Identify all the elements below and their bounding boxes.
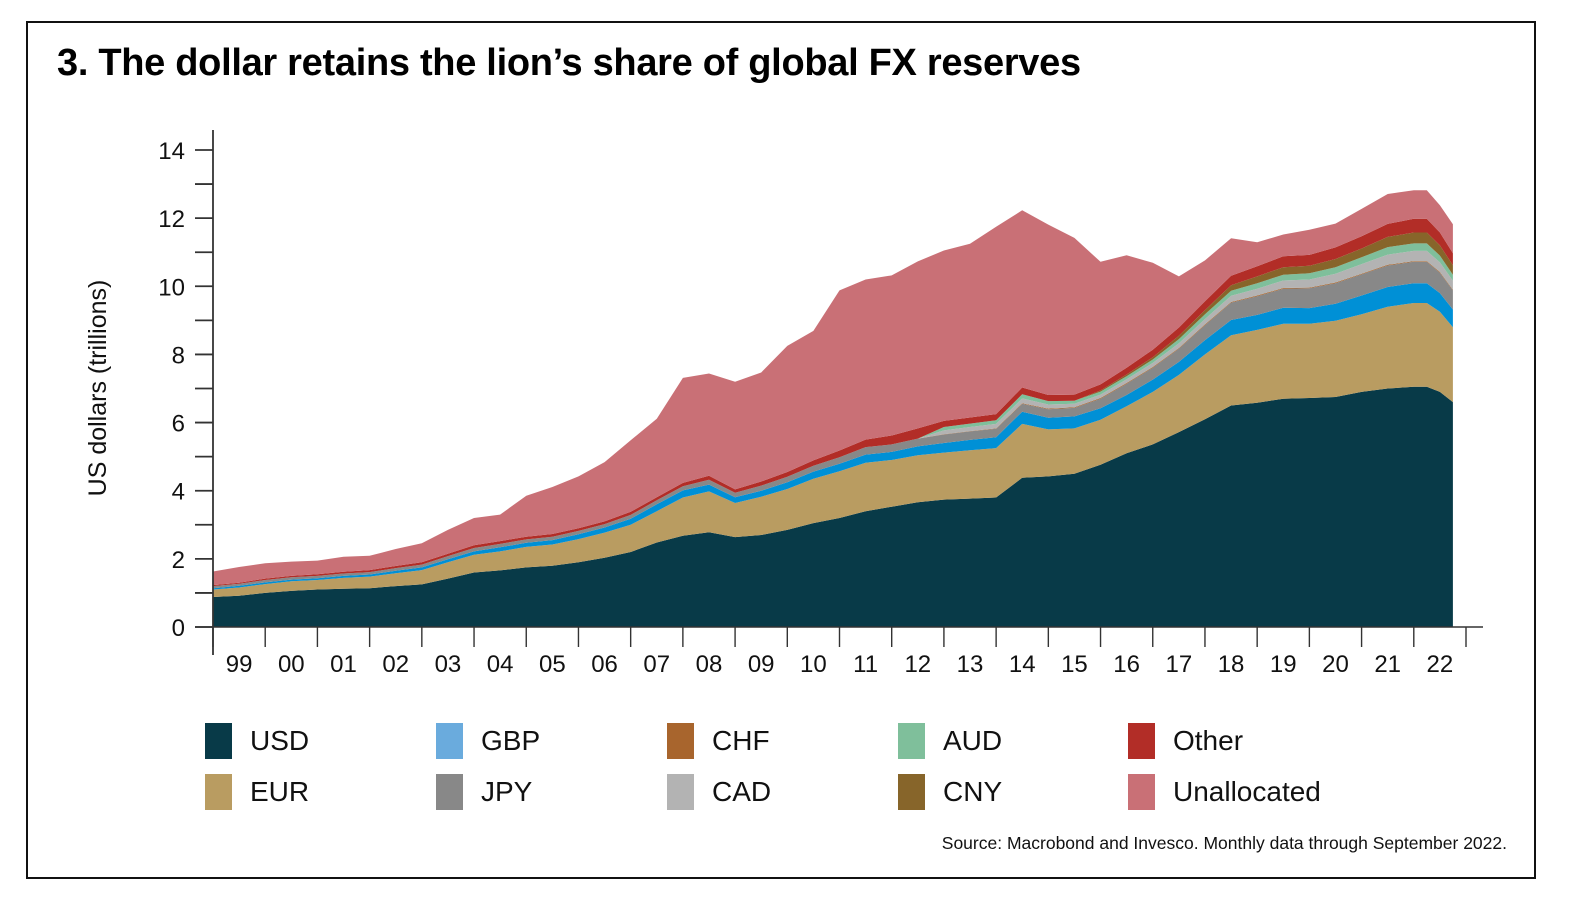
- source-note: Source: Macrobond and Invesco. Monthly d…: [941, 833, 1507, 853]
- x-tick-label: 21: [1374, 651, 1401, 678]
- x-tick-label: 18: [1218, 651, 1245, 678]
- legend-swatch: [1128, 774, 1155, 810]
- legend-swatch: [205, 723, 232, 759]
- x-tick-label: 01: [330, 651, 357, 678]
- legend-swatch: [898, 723, 925, 759]
- area-unallocated: [213, 190, 1453, 586]
- area-gbp: [213, 283, 1453, 590]
- y-tick-label: 12: [158, 206, 185, 233]
- legend-item-jpy: JPY: [436, 774, 532, 810]
- legend-item-eur: EUR: [205, 774, 309, 810]
- x-tick-label: 05: [539, 651, 566, 678]
- legend-swatch: [436, 774, 463, 810]
- legend-item-cad: CAD: [667, 774, 771, 810]
- y-tick-label: 14: [158, 138, 185, 165]
- x-tick-label: 11: [853, 651, 878, 678]
- x-tick-label: 02: [382, 651, 409, 678]
- area-usd: [213, 386, 1453, 627]
- x-tick-label: 17: [1166, 651, 1193, 678]
- y-tick-label: 10: [158, 274, 185, 301]
- legend-item-usd: USD: [205, 723, 309, 759]
- legend-item-cny: CNY: [898, 774, 1002, 810]
- legend-label: Other: [1173, 725, 1244, 756]
- area-other: [213, 218, 1453, 587]
- legend-label: USD: [250, 725, 310, 756]
- x-tick-label: 03: [435, 651, 462, 678]
- x-tick-label: 20: [1322, 651, 1349, 678]
- y-tick-label: 6: [172, 411, 185, 438]
- x-tick-label: 22: [1427, 651, 1454, 678]
- x-tick-label: 04: [487, 651, 514, 678]
- area-jpy: [213, 261, 1453, 589]
- legend-swatch: [898, 774, 925, 810]
- x-tick-label: 06: [591, 651, 618, 678]
- legend-item-aud: AUD: [898, 723, 1002, 759]
- x-tick-label: 15: [1061, 651, 1088, 678]
- legend-item-chf: CHF: [667, 723, 770, 759]
- x-tick-label: 07: [643, 651, 670, 678]
- legend-label: Unallocated: [1173, 776, 1321, 807]
- legend-label: EUR: [250, 776, 310, 807]
- legend-label: AUD: [943, 725, 1003, 756]
- legend-label: CHF: [712, 725, 770, 756]
- legend-label: GBP: [481, 725, 541, 756]
- legend-item-unallocated: Unallocated: [1128, 774, 1321, 810]
- y-tick-label: 8: [172, 342, 185, 369]
- x-tick-label: 09: [748, 651, 775, 678]
- area-eur: [213, 303, 1453, 597]
- legend: USD EUR GBP JPY CHF CAD AUD CNY Other Unallocated: [205, 723, 1505, 823]
- legend-swatch: [667, 723, 694, 759]
- x-tick-label: 12: [904, 651, 931, 678]
- legend-swatch: [667, 774, 694, 810]
- y-tick-label: 4: [172, 479, 185, 506]
- x-tick-label: 10: [800, 651, 827, 678]
- x-tick-label: 14: [1009, 651, 1036, 678]
- x-tick-label: 13: [957, 651, 984, 678]
- y-axis-label: US dollars (trillions): [84, 280, 112, 497]
- x-tick-label: 19: [1270, 651, 1297, 678]
- y-tick-label: 2: [172, 547, 185, 574]
- x-tick-label: 00: [278, 651, 305, 678]
- legend-swatch: [436, 723, 463, 759]
- y-tick-label: 0: [172, 615, 185, 642]
- legend-label: CNY: [943, 776, 1003, 807]
- legend-label: JPY: [481, 776, 533, 807]
- legend-swatch: [205, 774, 232, 810]
- legend-item-gbp: GBP: [436, 723, 540, 759]
- legend-swatch: [1128, 723, 1155, 759]
- area-cny: [213, 232, 1453, 587]
- x-tick-label: 08: [696, 651, 723, 678]
- x-tick-label: 16: [1113, 651, 1140, 678]
- x-tick-label: 99: [226, 651, 253, 678]
- area-series-group: [213, 190, 1453, 627]
- chart-title: 3. The dollar retains the lion’s share o…: [57, 42, 1081, 84]
- legend-item-other: Other: [1128, 723, 1243, 759]
- legend-label: CAD: [712, 776, 772, 807]
